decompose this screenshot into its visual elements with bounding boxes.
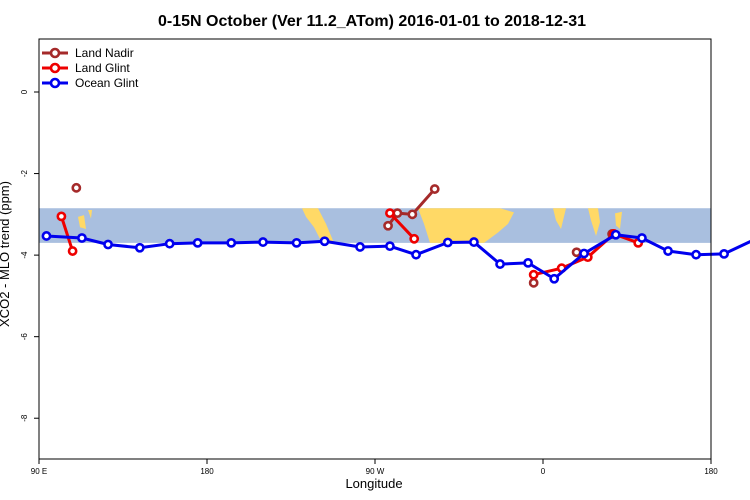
data-point [528,277,539,288]
series-land-nadir [71,182,617,288]
y-axis: 0 -2 -4 -6 -8 [20,89,39,422]
series-land-glint [56,208,644,280]
land-shape [588,208,600,236]
land-shapes [78,208,622,243]
x-tick-label: 0 [541,467,546,476]
map-band [39,208,711,243]
data-point [77,233,87,243]
x-axis-label: Longitude [345,476,402,491]
x-tick-label: 180 [704,467,718,476]
land-shape [88,209,92,219]
data-point [610,229,621,240]
data-point [442,237,453,248]
y-axis-label: XCO2 - MLO trend (ppm) [0,181,12,327]
data-point [691,249,701,260]
legend-label: Land Glint [75,61,130,75]
x-axis: 90 E 180 90 W 0 180 [31,459,718,476]
y-tick-label: -8 [20,414,29,422]
data-point [67,246,78,256]
data-point [383,220,393,231]
data-point [495,259,505,269]
series-line [59,215,75,252]
data-point [258,237,268,247]
data-point [164,238,175,249]
data-point [407,209,418,220]
y-tick-label: 0 [20,89,29,94]
data-point [134,242,145,253]
data-point [663,246,673,256]
data-point [385,241,395,252]
y-tick-label: -2 [20,169,29,177]
data-point [392,208,403,219]
data-point [429,184,440,194]
legend-item: Land Nadir [42,46,134,60]
data-point [719,248,729,259]
data-point [549,273,560,284]
data-point [319,236,330,247]
series-layer [41,182,750,288]
data-point [41,231,52,241]
legend-marker [49,77,61,89]
land-shape [418,208,514,243]
data-point [469,237,479,247]
legend-label: Land Nadir [75,46,134,60]
legend-item: Land Glint [42,61,130,75]
legend-marker [49,47,61,59]
data-point [56,211,67,222]
data-point [523,257,533,268]
data-point [411,249,421,260]
series-line [386,188,436,227]
x-tick-label: 90 W [366,467,385,476]
land-shape [615,211,622,230]
legend-item: Ocean Glint [42,76,139,90]
data-point [355,242,365,252]
y-tick-label: -4 [20,251,29,259]
land-shape [553,208,566,230]
data-point [226,237,237,248]
data-point [571,247,582,258]
data-point [579,248,589,259]
data-point [291,237,302,248]
legend-marker [49,62,61,74]
data-point [103,239,113,250]
data-point [71,182,82,193]
data-point [409,233,420,244]
x-tick-label: 180 [200,467,214,476]
legend-label: Ocean Glint [75,76,139,90]
land-shape [78,215,86,230]
series-line [388,212,416,240]
land-shape [302,208,334,243]
x-tick-label: 90 E [31,467,47,476]
data-point [528,269,539,280]
chart-title: 0-15N October (Ver 11.2_ATom) 2016-01-01… [158,13,586,30]
data-point [192,237,203,248]
series-ocean-glint [41,229,750,284]
data-point [637,233,647,243]
y-tick-label: -6 [20,333,29,341]
data-point [385,208,395,219]
